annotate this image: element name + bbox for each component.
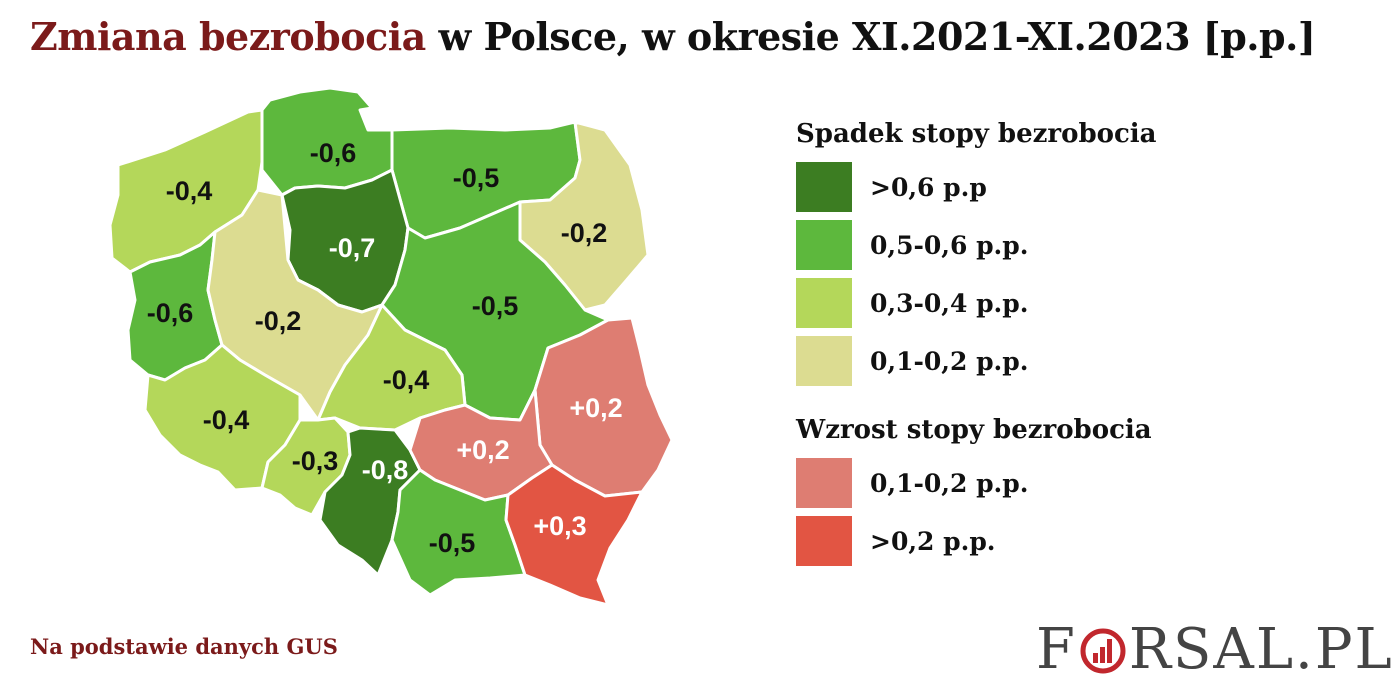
legend-decrease-item: 0,5-0,6 p.p. (796, 216, 1157, 274)
bar-chart-icon (1080, 628, 1126, 674)
legend-decrease-list: >0,6 p.p 0,5-0,6 p.p. 0,3-0,4 p.p. 0,1-0,2 … (796, 158, 1157, 390)
map-title: Zmiana bezrobocia w Polsce, w okresie XI… (30, 14, 1380, 59)
legend-decrease-heading: Spadek stopy bezrobocia (796, 119, 1157, 149)
region-opolskie (260, 416, 352, 517)
legend-swatch (796, 278, 852, 328)
logo-text-after: RSAL.PL (1128, 616, 1394, 682)
legend-increase-item: >0,2 p.p. (796, 512, 1157, 570)
region-value-dolnoslaskie: -0,4 (203, 405, 250, 435)
legend-increase-heading: Wzrost stopy bezrobocia (796, 415, 1152, 445)
legend-increase-item: 0,1-0,2 p.p. (796, 454, 1157, 512)
legend-swatch (796, 336, 852, 386)
region-value-zachodniopomorskie: -0,4 (166, 176, 213, 206)
legend-decrease-item: 0,1-0,2 p.p. (796, 332, 1157, 390)
title-accent: Zmiana bezrobocia (30, 14, 426, 59)
legend-label: 0,3-0,4 p.p. (870, 288, 1029, 318)
legend-decrease-item: 0,3-0,4 p.p. (796, 274, 1157, 332)
legend-swatch (796, 162, 852, 212)
title-rest: w Polsce, w okresie XI.2021-XI.2023 [p.p… (425, 14, 1316, 59)
region-podkarpackie (504, 463, 644, 607)
poland-map: -0,4 -0,6 -0,5 -0,2 -0,7 -0,6 -0,2 -0,5 -0,4 +0,2… (108, 86, 674, 607)
source-note: Na podstawie danych GUS (30, 634, 338, 659)
legend-swatch (796, 220, 852, 270)
region-value-pomorskie: -0,6 (310, 138, 357, 168)
legend-label: >0,6 p.p (870, 172, 987, 202)
region-value-swietokrzyskie: +0,2 (456, 435, 509, 465)
legend-label: >0,2 p.p. (870, 526, 996, 556)
legend-increase-list: 0,1-0,2 p.p. >0,2 p.p. (796, 454, 1157, 570)
legend-label: 0,1-0,2 p.p. (870, 346, 1029, 376)
region-value-podlaskie: -0,2 (561, 218, 608, 248)
region-value-malopolskie: -0,5 (429, 528, 476, 558)
legend-label: 0,5-0,6 p.p. (870, 230, 1029, 260)
forsal-logo: F RSAL.PL (1036, 614, 1394, 684)
region-slaskie (318, 426, 422, 577)
legend-label: 0,1-0,2 p.p. (870, 468, 1029, 498)
region-value-kujawsko-pomorskie: -0,7 (329, 233, 376, 263)
region-value-podkarpackie: +0,3 (533, 511, 586, 541)
legend-swatch (796, 516, 852, 566)
logo-text-before: F (1036, 616, 1077, 682)
region-value-opolskie: -0,3 (292, 446, 339, 476)
region-value-lubuskie: -0,6 (147, 298, 194, 328)
region-value-lubelskie: +0,2 (569, 393, 622, 423)
region-value-wielkopolskie: -0,2 (255, 306, 302, 336)
legend-swatch (796, 458, 852, 508)
region-value-mazowieckie: -0,5 (472, 291, 519, 321)
region-value-lodzkie: -0,4 (383, 365, 430, 395)
legend: Spadek stopy bezrobocia >0,6 p.p 0,5-0,6 … (796, 110, 1157, 570)
legend-decrease-item: >0,6 p.p (796, 158, 1157, 216)
region-value-slaskie: -0,8 (362, 455, 409, 485)
region-value-warminsko-mazurskie: -0,5 (453, 163, 500, 193)
